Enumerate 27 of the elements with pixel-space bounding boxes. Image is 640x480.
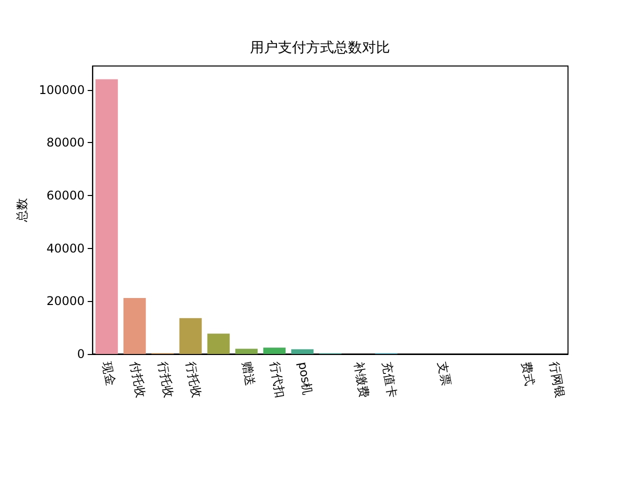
x-tick-label: 付托收 bbox=[128, 360, 148, 399]
bar bbox=[235, 348, 258, 354]
x-tick-label: 充值卡 bbox=[379, 360, 400, 399]
x-tick-label: 费式 bbox=[519, 360, 538, 387]
x-tick-label: 行网银 bbox=[547, 360, 568, 399]
y-tick-label: 0 bbox=[77, 347, 85, 361]
x-tick-label: pos机 bbox=[296, 360, 316, 396]
bar bbox=[207, 334, 230, 354]
x-tick-label: 赠送 bbox=[240, 360, 258, 387]
bar bbox=[96, 79, 118, 354]
y-axis-title: 总数 bbox=[15, 198, 29, 223]
y-tick-label: 60000 bbox=[46, 188, 85, 202]
x-tick-label: 补缴费 bbox=[351, 360, 372, 399]
chart-title: 用户支付方式总数对比 bbox=[250, 40, 390, 56]
x-tick-label: 行托收 bbox=[184, 360, 204, 399]
y-tick-label: 20000 bbox=[46, 294, 85, 308]
y-tick-label: 100000 bbox=[38, 82, 85, 97]
x-tick-label: 支票 bbox=[435, 360, 454, 387]
x-tick-label: 行代扣 bbox=[268, 360, 288, 399]
y-tick-label: 80000 bbox=[46, 136, 85, 150]
y-tick-label: 40000 bbox=[46, 241, 85, 256]
x-tick-label: 现金 bbox=[100, 360, 118, 387]
bar bbox=[179, 318, 202, 354]
x-tick-label: 行托收 bbox=[156, 360, 176, 399]
bar bbox=[123, 298, 146, 354]
bar bbox=[291, 349, 314, 354]
bar bbox=[263, 348, 286, 354]
